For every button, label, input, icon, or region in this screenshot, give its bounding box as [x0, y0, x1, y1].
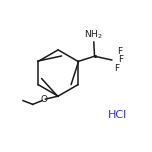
- Text: O: O: [40, 95, 47, 104]
- Text: F: F: [117, 47, 122, 56]
- Text: NH$_2$: NH$_2$: [85, 28, 103, 41]
- Text: F: F: [118, 55, 123, 64]
- Text: HCl: HCl: [108, 110, 127, 120]
- Text: F: F: [114, 64, 119, 73]
